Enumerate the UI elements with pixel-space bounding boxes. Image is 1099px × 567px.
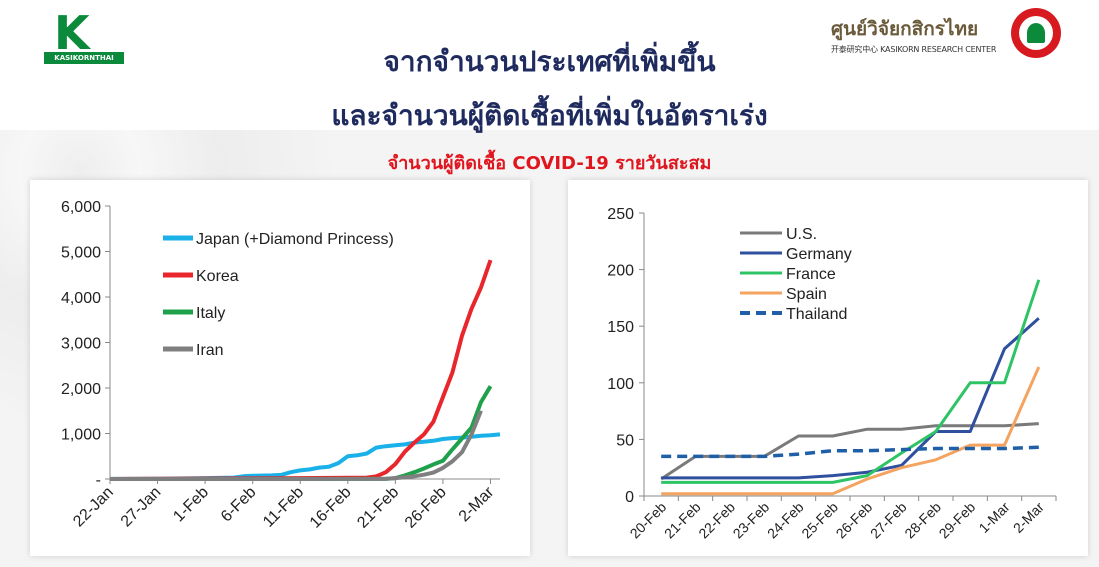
y-tick-label: 100 [607,376,634,393]
x-tick-label: 2-Mar [1010,499,1047,536]
legend-label-japan-diamond-princess: Japan (+Diamond Princess) [196,231,394,248]
x-tick-label: 27-Feb [867,499,910,542]
y-tick-label: 5,000 [61,245,101,262]
kasikorn-research-logo: ศูนย์วิจัยกสิกรไทย 开泰研究中心 KASIKORN RESEA… [831,8,1061,64]
chart-panel-west: 0 50 100 150 200 250 20-Feb 21-Feb 22-Feb 23-Feb 2… [568,180,1088,556]
y-tick-label: 1,000 [61,427,101,444]
page-title-line2: และจำนวนผู้ติดเชื้อที่เพิ่มในอัตราเร่ง [331,99,768,132]
legend-label-thailand: Thailand [786,306,847,323]
series-line-spain [661,366,1041,496]
x-tick-label: 6-Feb [218,484,260,526]
legend-label-korea: Korea [196,268,239,285]
y-tick-label: 4,000 [61,290,101,307]
chart-panel-asia-europe: - 1,000 2,000 3,000 4,000 5,000 6,000 22-Jan 27-… [30,180,530,556]
x-tick-label: 29-Feb [936,499,979,542]
x-tick-label: 27-Jan [118,484,165,531]
x-tick-label: 1-Feb [170,484,212,526]
x-tick-label: 21-Feb [354,484,402,532]
page-title-line1: จากจำนวนประเทศที่เพิ่มขึ้น [383,45,716,78]
kasikornthai-logo: K KASIKORNTHAI [44,6,124,64]
series-line-korea [109,259,493,481]
kbank-seal-icon [1011,8,1061,58]
series-line-italy [109,385,493,481]
x-tick-label: 26-Feb [833,499,876,542]
x-tick-label: 16-Feb [307,484,355,532]
series-line-germany [661,317,1040,480]
k-logo-icon: K [54,6,90,60]
y-tick-label: 0 [625,489,634,506]
x-tick-label: 24-Feb [764,499,807,542]
series-line-u-s [660,422,1039,481]
x-tick-label: 26-Feb [402,484,450,532]
x-tick-label: 23-Feb [730,499,773,542]
legend-label-germany: Germany [786,246,852,263]
logo-text: KASIKORNTHAI [44,52,124,64]
legend-label-france: France [786,266,836,283]
x-tick-label: 2-Mar [456,483,498,525]
y-tick-label: 250 [607,206,634,223]
legend-label-spain: Spain [786,286,827,303]
x-tick-label: 22-Feb [695,499,738,542]
x-tick-label: 1-Mar [975,499,1012,536]
chart-subtitle: จำนวนผู้ติดเชื้อ COVID-19 รายวันสะสม [387,153,712,174]
cumulative-cases-chart-right: 05010015020025020-Feb21-Feb22-Feb23-Feb2… [607,206,1057,542]
y-tick-label: 2,000 [61,381,101,398]
y-tick-label: 6,000 [61,199,101,216]
series-line-iran [109,410,483,481]
cumulative-cases-chart-left: - 1,000 2,000 3,000 4,000 5,000 6,000 22-Jan 27-… [61,199,501,532]
series-line-japan-diamond-princess [109,432,501,481]
x-tick-label: 22-Jan [70,484,117,531]
x-tick-label: 28-Feb [901,499,944,542]
y-tick-label: - [96,472,101,489]
y-tick-label: 3,000 [61,336,101,353]
y-tick-label: 200 [607,263,634,280]
x-tick-label: 21-Feb [661,499,704,542]
legend-label-italy: Italy [196,305,225,322]
y-tick-label: 150 [607,319,634,336]
research-center-sub: 开泰研究中心 KASIKORN RESEARCH CENTER [831,45,997,54]
legend-label-iran: Iran [196,342,224,359]
x-tick-label: 25-Feb [798,499,841,542]
series-line-thailand [661,445,1039,459]
y-tick-label: 50 [616,432,634,449]
research-center-name: ศูนย์วิจัยกสิกรไทย [831,18,979,40]
x-tick-label: 11-Feb [260,484,307,531]
series-line-france [661,279,1041,484]
legend-label-u-s: U.S. [786,226,817,243]
